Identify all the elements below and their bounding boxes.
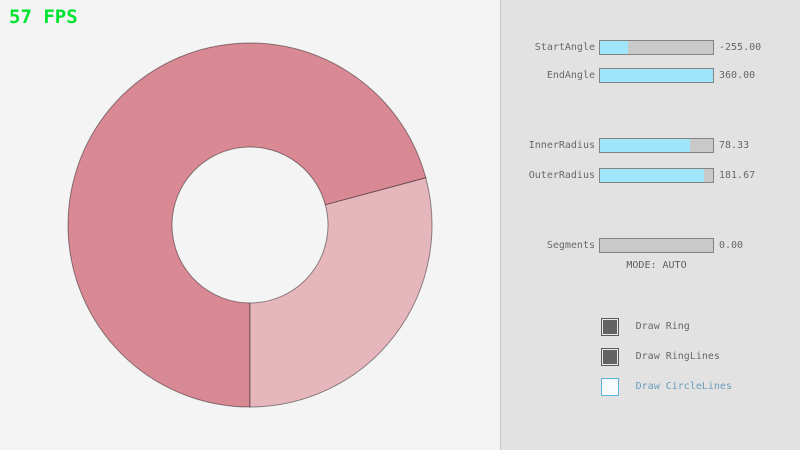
end-angle-value: 360.00 bbox=[719, 70, 756, 81]
checkbox-draw-ring-label: Draw Ring bbox=[635, 320, 690, 332]
checkbox-draw-ringlines-label: Draw RingLines bbox=[635, 350, 720, 362]
checkbox-draw-ringlines-box[interactable] bbox=[601, 347, 619, 366]
ring-light-sector bbox=[249, 177, 433, 408]
start-angle-slider[interactable] bbox=[599, 40, 714, 55]
end-angle-slider[interactable] bbox=[599, 68, 714, 83]
start-angle-value: -255.00 bbox=[719, 42, 762, 53]
slider-row-inner-radius: InnerRadius 78.33 bbox=[501, 138, 800, 153]
outer-radius-label: OuterRadius bbox=[528, 170, 595, 181]
ring-canvas bbox=[67, 42, 433, 408]
inner-radius-label: InnerRadius bbox=[528, 140, 595, 151]
start-angle-label: StartAngle bbox=[534, 42, 595, 53]
outer-radius-slider-fill bbox=[600, 169, 704, 182]
slider-row-end-angle: EndAngle 360.00 bbox=[501, 68, 800, 83]
inner-radius-slider-fill bbox=[600, 139, 691, 152]
outer-radius-slider[interactable] bbox=[599, 168, 714, 183]
checkbox-draw-circlelines-label: Draw CircleLines bbox=[635, 380, 732, 392]
segments-label: Segments bbox=[546, 240, 595, 251]
end-angle-label: EndAngle bbox=[546, 70, 595, 81]
inner-radius-slider[interactable] bbox=[599, 138, 714, 153]
checkbox-draw-ringlines[interactable]: Draw RingLines bbox=[601, 346, 720, 366]
start-angle-slider-fill bbox=[600, 41, 629, 54]
checkbox-draw-ring[interactable]: Draw Ring bbox=[601, 316, 690, 336]
outer-radius-value: 181.67 bbox=[719, 170, 756, 181]
inner-radius-value: 78.33 bbox=[719, 140, 750, 151]
segments-value: 0.00 bbox=[719, 240, 744, 251]
checkbox-draw-circlelines-box[interactable] bbox=[601, 377, 619, 396]
segments-slider[interactable] bbox=[599, 238, 714, 253]
checkbox-draw-circlelines[interactable]: Draw CircleLines bbox=[601, 376, 732, 396]
ring-dark-sector bbox=[67, 42, 427, 408]
end-angle-slider-fill bbox=[600, 69, 713, 82]
checkbox-draw-ring-box[interactable] bbox=[601, 317, 619, 336]
slider-row-outer-radius: OuterRadius 181.67 bbox=[501, 168, 800, 183]
fps-counter: 57 FPS bbox=[9, 6, 78, 28]
control-panel: StartAngle -255.00 EndAngle 360.00 Inner… bbox=[500, 0, 800, 450]
slider-row-start-angle: StartAngle -255.00 bbox=[501, 40, 800, 55]
slider-row-segments: Segments 0.00 bbox=[501, 238, 800, 253]
mode-indicator: MODE: AUTO bbox=[626, 260, 687, 271]
